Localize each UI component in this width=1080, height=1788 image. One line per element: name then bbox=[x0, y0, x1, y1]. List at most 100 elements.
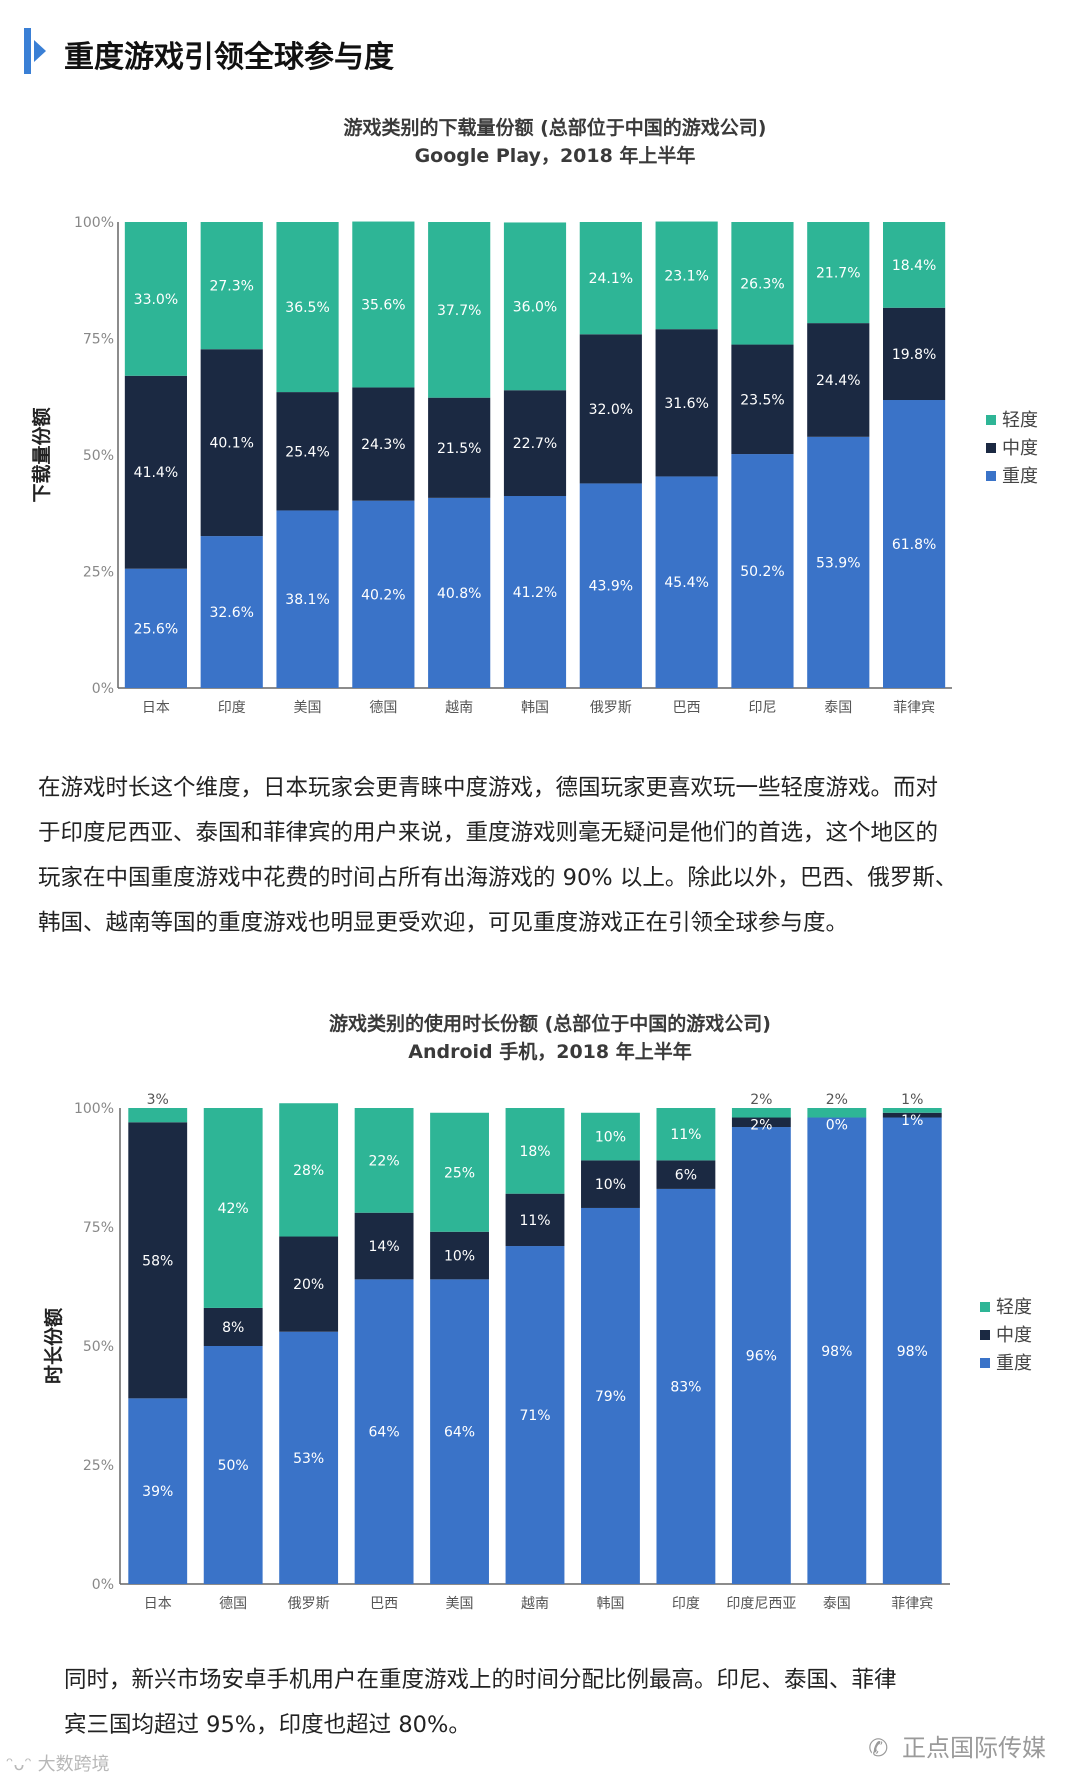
data-label-casual: 22% bbox=[369, 1153, 400, 1169]
bar-mid bbox=[503, 390, 567, 497]
data-label-mid: 40.1% bbox=[209, 436, 253, 452]
bar-heavy bbox=[655, 476, 718, 688]
data-label-heavy: 25.6% bbox=[134, 621, 178, 637]
data-label-casual: 25% bbox=[444, 1165, 475, 1181]
data-label-mid: 10% bbox=[444, 1249, 475, 1265]
bar-heavy bbox=[279, 1331, 339, 1584]
bar-casual bbox=[276, 222, 339, 393]
y-tick-label: 100% bbox=[74, 215, 114, 231]
bar-casual bbox=[581, 1112, 640, 1161]
data-label-casual: 36.0% bbox=[513, 299, 557, 315]
paragraph-2-line: 宾三国均超过 95%，印度也超过 80%。 bbox=[64, 1712, 471, 1738]
bar-mid bbox=[731, 1117, 791, 1128]
legend-label: 轻度 bbox=[996, 1297, 1032, 1318]
data-label-heavy: 61.8% bbox=[892, 537, 936, 553]
bar-casual bbox=[656, 1108, 716, 1161]
bar-casual bbox=[731, 1108, 791, 1118]
bar-mid bbox=[276, 392, 339, 511]
data-label-heavy: 45.4% bbox=[664, 575, 708, 591]
bar-heavy bbox=[883, 400, 946, 688]
x-tick-label: 泰国 bbox=[824, 700, 852, 716]
legend-label: 中度 bbox=[1002, 438, 1038, 459]
data-label-mid: 25.4% bbox=[285, 444, 329, 460]
legend-label: 重度 bbox=[1002, 466, 1038, 487]
x-tick-label: 日本 bbox=[142, 700, 170, 716]
data-label-casual: 33.0% bbox=[134, 292, 178, 308]
x-tick-label: 菲律宾 bbox=[891, 1596, 933, 1612]
bar-heavy bbox=[352, 500, 415, 688]
data-label-heavy: 98% bbox=[897, 1344, 928, 1360]
data-label-mid: 32.0% bbox=[589, 402, 633, 418]
x-tick-label: 美国 bbox=[294, 700, 322, 716]
bar-mid bbox=[731, 344, 794, 455]
data-label-heavy: 50.2% bbox=[740, 564, 784, 580]
paragraph-1-line: 韩国、越南等国的重度游戏也明显更受欢迎，可见重度游戏正在引领全球参与度。 bbox=[38, 910, 849, 936]
bar-mid bbox=[128, 1122, 188, 1399]
bar-mid bbox=[200, 349, 263, 537]
data-label-mid: 2% bbox=[750, 1118, 772, 1134]
bar-heavy bbox=[579, 483, 642, 688]
bar-heavy bbox=[124, 568, 187, 688]
x-tick-label: 德国 bbox=[369, 700, 397, 716]
bar-heavy bbox=[807, 436, 870, 688]
data-label-casual: 21.7% bbox=[816, 266, 860, 282]
x-tick-label: 泰国 bbox=[823, 1596, 851, 1612]
bar-casual bbox=[883, 222, 946, 308]
bar-casual bbox=[279, 1103, 339, 1237]
x-tick-label: 印度 bbox=[672, 1596, 700, 1612]
legend-label: 中度 bbox=[996, 1325, 1032, 1346]
bar-heavy bbox=[354, 1279, 414, 1584]
x-tick-label: 印度尼西亚 bbox=[726, 1596, 796, 1612]
y-tick-label: 75% bbox=[83, 332, 114, 348]
data-label-mid: 23.5% bbox=[740, 392, 784, 408]
wechat-logo-icon: ᵔᴗᵔ bbox=[6, 1754, 32, 1775]
data-label-heavy: 40.2% bbox=[361, 587, 405, 603]
data-label-heavy: 43.9% bbox=[589, 579, 633, 595]
bar-mid bbox=[882, 1112, 942, 1118]
bar-casual bbox=[352, 221, 415, 388]
chart-title: 游戏类别的下载量份额 (总部位于中国的游戏公司) bbox=[344, 116, 767, 139]
legend-swatch bbox=[980, 1330, 990, 1340]
legend-swatch bbox=[986, 443, 996, 453]
data-label-casual: 28% bbox=[293, 1163, 324, 1179]
data-label-casual: 18% bbox=[519, 1144, 550, 1160]
data-label-casual: 3% bbox=[147, 1092, 169, 1108]
bar-casual bbox=[203, 1108, 263, 1308]
y-axis-label: 时长份额 bbox=[42, 1308, 65, 1384]
watermark-right: ✆ 正点国际传媒 bbox=[868, 1728, 1046, 1763]
paragraph-2-line: 同时，新兴市场安卓手机用户在重度游戏上的时间分配比例最高。印尼、泰国、菲律 bbox=[64, 1667, 897, 1693]
data-label-casual: 2% bbox=[750, 1092, 772, 1108]
data-label-mid: 24.3% bbox=[361, 437, 405, 453]
y-tick-label: 25% bbox=[83, 565, 114, 581]
data-label-mid: 22.7% bbox=[513, 436, 557, 452]
x-tick-label: 美国 bbox=[446, 1596, 474, 1612]
bar-heavy bbox=[731, 1127, 791, 1584]
header-accent-bar bbox=[24, 28, 31, 74]
bar-casual bbox=[200, 222, 263, 350]
bar-casual bbox=[128, 1108, 188, 1123]
download-share-chart: 游戏类别的下载量份额 (总部位于中国的游戏公司) Google Play，2018… bbox=[30, 116, 1038, 716]
bar-mid bbox=[279, 1236, 339, 1332]
y-tick-label: 100% bbox=[74, 1101, 114, 1117]
bar-heavy bbox=[128, 1398, 188, 1584]
section-title: 重度游戏引领全球参与度 bbox=[64, 40, 394, 75]
bar-casual bbox=[430, 1112, 489, 1232]
usage-time-share-chart: 游戏类别的使用时长份额 (总部位于中国的游戏公司) Android 手机，2018… bbox=[42, 1012, 1032, 1612]
bar-heavy bbox=[203, 1346, 263, 1584]
bar-heavy bbox=[503, 496, 567, 688]
data-label-mid: 6% bbox=[675, 1168, 697, 1184]
data-label-mid: 41.4% bbox=[134, 465, 178, 481]
x-tick-label: 德国 bbox=[219, 1596, 247, 1612]
bar-casual bbox=[505, 1108, 565, 1194]
bar-casual bbox=[503, 222, 567, 391]
data-label-mid: 10% bbox=[595, 1177, 626, 1193]
bar-mid bbox=[203, 1307, 263, 1346]
legend-swatch bbox=[980, 1358, 990, 1368]
bar-mid bbox=[579, 334, 642, 484]
data-label-casual: 35.6% bbox=[361, 297, 405, 313]
data-label-mid: 58% bbox=[142, 1253, 173, 1269]
legend-label: 轻度 bbox=[1002, 410, 1038, 431]
paragraph-1: 在游戏时长这个维度，日本玩家会更青睐中度游戏，德国玩家更喜欢玩一些轻度游戏。而对… bbox=[38, 766, 957, 946]
data-label-mid: 31.6% bbox=[664, 396, 708, 412]
y-axis-label: 下载量份额 bbox=[30, 407, 53, 502]
